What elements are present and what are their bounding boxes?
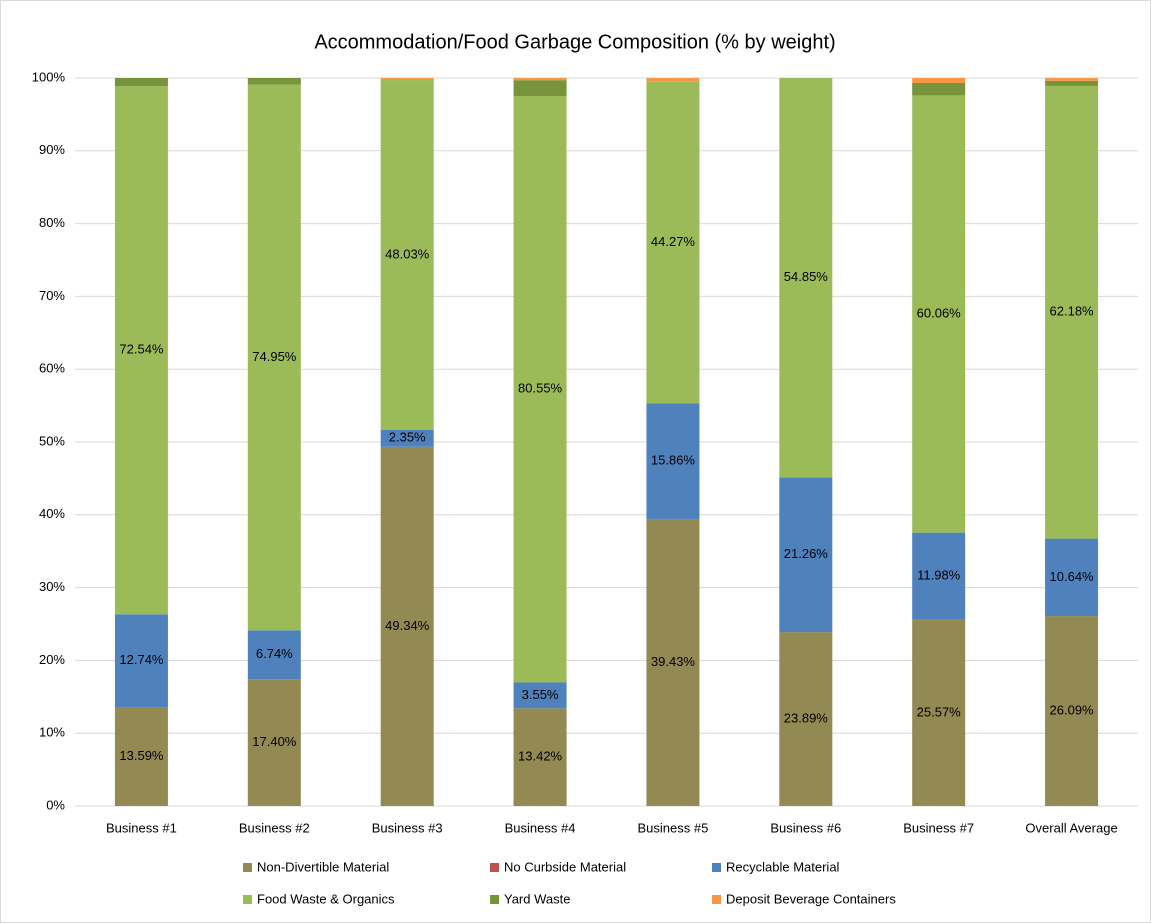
legend-swatch — [490, 863, 499, 872]
data-label: 11.98% — [917, 568, 961, 583]
x-tick-label: Business #7 — [903, 820, 974, 835]
data-label: 23.89% — [784, 710, 829, 725]
data-label: 3.55% — [522, 687, 559, 702]
bar-segment — [1045, 538, 1099, 617]
legend-swatch — [490, 895, 499, 904]
bar-segment — [912, 619, 966, 806]
legend-label: Non-Divertible Material — [257, 859, 389, 874]
bar-segment — [114, 707, 168, 806]
bar-segment — [380, 78, 434, 81]
bar-segment — [380, 429, 434, 447]
legend-swatch — [243, 895, 252, 904]
y-tick-label: 40% — [39, 506, 65, 521]
bar-segment — [779, 632, 833, 806]
bar-segment — [513, 708, 567, 806]
bar-segment — [1045, 616, 1099, 806]
chart-title: Accommodation/Food Garbage Composition (… — [314, 31, 835, 53]
bar-segment — [114, 86, 168, 615]
bar-segment — [114, 78, 168, 87]
x-tick-label: Business #3 — [372, 820, 443, 835]
bar-segment — [513, 96, 567, 683]
y-tick-label: 70% — [39, 288, 65, 303]
bar-segment — [646, 78, 700, 82]
data-label: 25.57% — [917, 704, 962, 719]
data-label: 39.43% — [651, 654, 696, 669]
y-tick-label: 50% — [39, 433, 65, 448]
bar-segment — [247, 78, 301, 85]
bar-segment — [247, 84, 301, 631]
legend-swatch — [712, 863, 721, 872]
x-tick-label: Business #2 — [239, 820, 310, 835]
legend-label: Deposit Beverage Containers — [726, 891, 896, 906]
legend-label: Food Waste & Organics — [257, 891, 395, 906]
bar-segment — [1045, 78, 1099, 81]
bar-segment — [513, 78, 567, 81]
data-label: 12.74% — [119, 652, 164, 667]
bar-segment — [646, 403, 700, 519]
data-label: 62.18% — [1050, 304, 1095, 319]
data-label: 2.35% — [389, 430, 426, 445]
data-label: 6.74% — [256, 646, 293, 661]
legend-swatch — [712, 895, 721, 904]
data-label: 17.40% — [252, 734, 297, 749]
bar-segment — [513, 682, 567, 709]
bar-segment — [380, 446, 434, 806]
data-label: 54.85% — [784, 269, 829, 284]
bar-segment — [646, 518, 700, 806]
legend-label: Recyclable Material — [726, 859, 840, 874]
bar-segment — [1045, 80, 1099, 86]
bar-segment — [114, 614, 168, 708]
y-tick-label: 20% — [39, 652, 65, 667]
y-tick-label: 10% — [39, 725, 65, 740]
bar-segment — [247, 679, 301, 806]
data-label: 49.34% — [385, 618, 430, 633]
legend-swatch — [243, 863, 252, 872]
data-label: 10.64% — [1050, 569, 1095, 584]
bar-segment — [646, 81, 700, 404]
data-label: 44.27% — [651, 234, 696, 249]
y-tick-label: 90% — [39, 142, 65, 157]
bar-segment — [513, 80, 567, 97]
y-tick-label: 30% — [39, 579, 65, 594]
bar-segment — [779, 477, 833, 633]
bar-segment — [912, 95, 966, 533]
y-tick-label: 100% — [32, 69, 66, 84]
x-tick-label: Overall Average — [1025, 820, 1117, 835]
bar-segment — [912, 83, 966, 96]
x-tick-label: Business #5 — [638, 820, 709, 835]
bar-segment — [380, 80, 434, 430]
data-label: 13.59% — [119, 748, 164, 763]
legend-label: No Curbside Material — [504, 859, 626, 874]
x-tick-label: Business #4 — [505, 820, 576, 835]
data-label: 13.42% — [518, 749, 563, 764]
data-label: 15.86% — [651, 453, 696, 468]
data-label: 72.54% — [119, 342, 164, 357]
y-tick-label: 0% — [46, 797, 65, 812]
x-tick-label: Business #6 — [770, 820, 841, 835]
bar-segment — [1045, 85, 1099, 539]
bar-segment — [912, 78, 966, 84]
y-tick-label: 60% — [39, 361, 65, 376]
data-label: 60.06% — [917, 305, 962, 320]
data-label: 74.95% — [252, 349, 297, 364]
data-label: 26.09% — [1050, 702, 1095, 717]
data-label: 80.55% — [518, 381, 563, 396]
data-label: 21.26% — [784, 546, 829, 561]
legend-label: Yard Waste — [504, 891, 570, 906]
x-tick-label: Business #1 — [106, 820, 177, 835]
bar-segment — [247, 630, 301, 680]
data-label: 48.03% — [385, 246, 430, 261]
bar-segment — [779, 78, 833, 478]
bar-segment — [912, 532, 966, 620]
y-tick-label: 80% — [39, 215, 65, 230]
